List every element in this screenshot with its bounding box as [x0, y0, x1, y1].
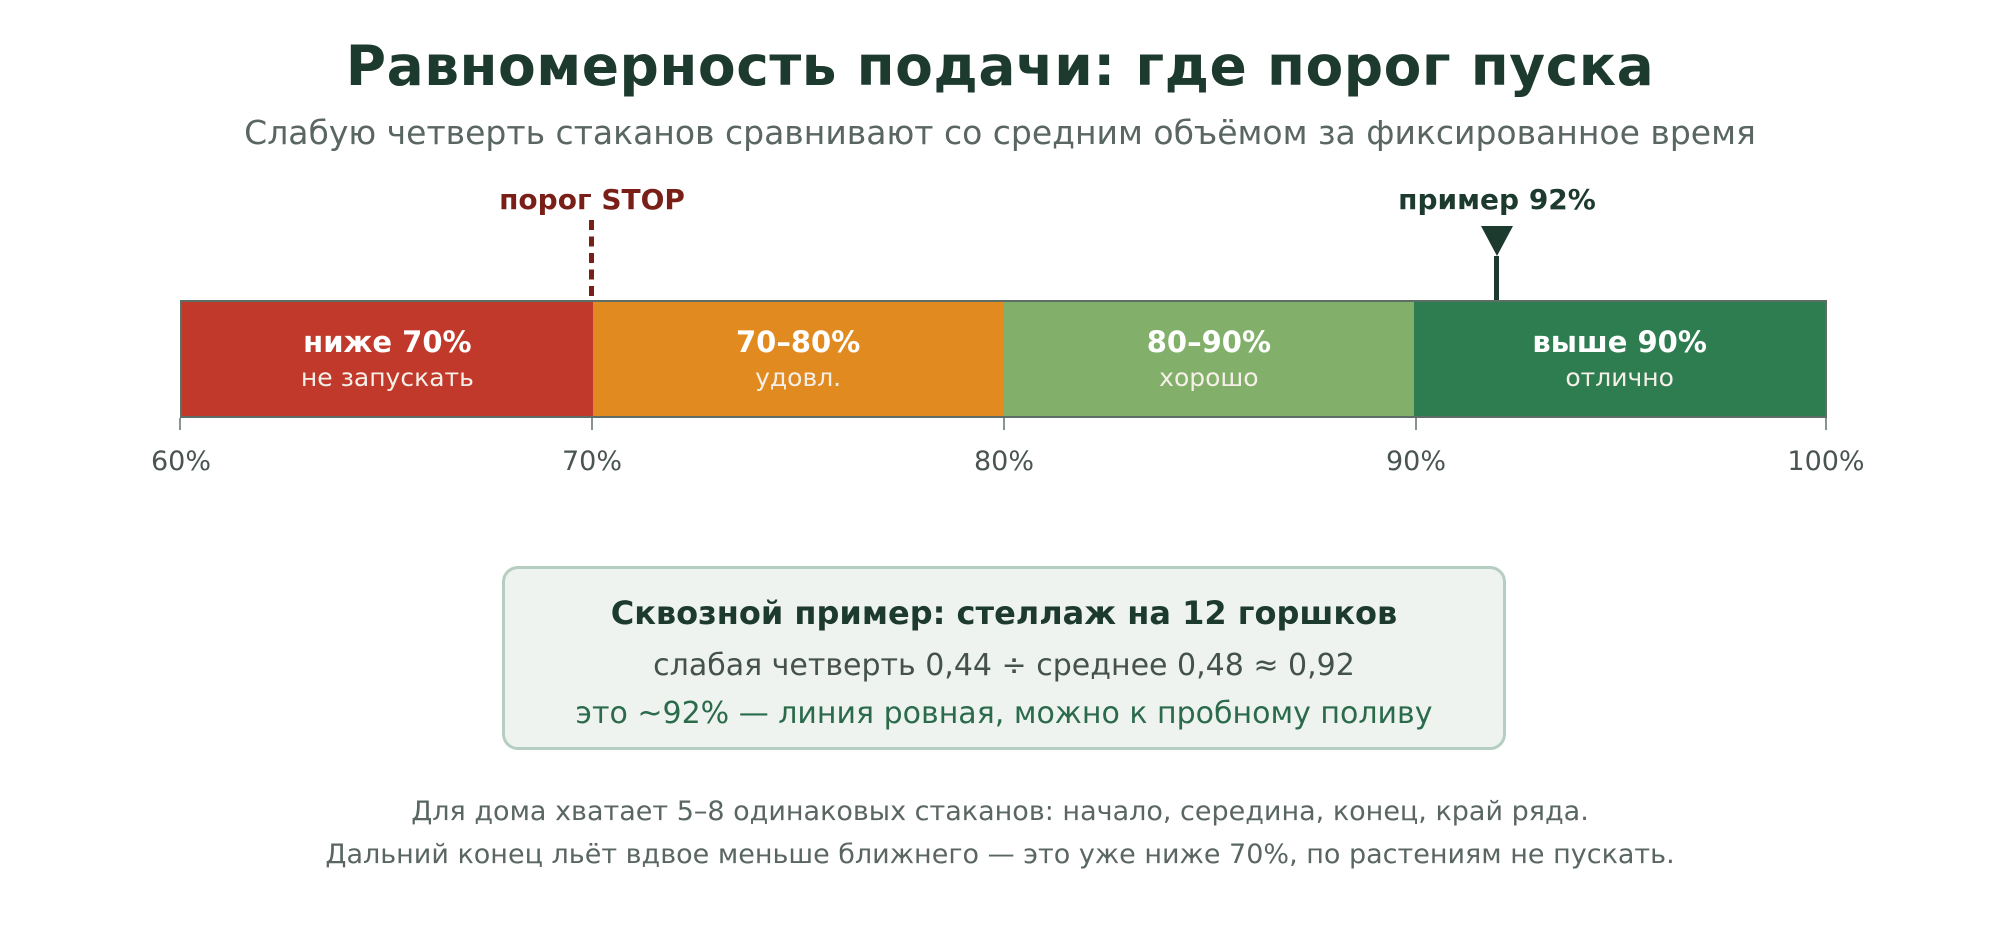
footnote-line: Для дома хватает 5–8 одинаковых стаканов… — [411, 796, 1589, 827]
tick-label-70: 70% — [561, 446, 623, 477]
segment-below-70: ниже 70% не запускать — [182, 302, 593, 416]
tick-mark — [179, 418, 181, 430]
segment-above-90: выше 90% отлично — [1414, 302, 1825, 416]
example-marker-label: пример 92% — [1398, 183, 1596, 216]
tick-mark — [1825, 418, 1827, 430]
uniformity-scale-bar: ниже 70% не запускать 70–80% удовл. 80–9… — [180, 300, 1827, 418]
segment-subtitle: хорошо — [1159, 363, 1259, 392]
stop-threshold-line — [589, 220, 594, 296]
tick-label-60: 60% — [150, 446, 212, 477]
footnote-line: Дальний конец льёт вдвое меньше ближнего… — [325, 839, 1675, 870]
segment-title: 70–80% — [735, 325, 861, 359]
tick-label-90: 90% — [1385, 446, 1447, 477]
example-marker-stem — [1494, 256, 1499, 300]
segment-70-80: 70–80% удовл. — [592, 302, 1004, 416]
segment-title: 80–90% — [1146, 325, 1272, 359]
stop-threshold-label: порог STOP — [499, 183, 685, 216]
page-subtitle: Слабую четверть стаканов сравнивают со с… — [244, 113, 1756, 152]
example-box-conclusion: это ~92% — линия ровная, можно к пробном… — [575, 696, 1433, 731]
worked-example-box: Сквозной пример: стеллаж на 12 горшков с… — [502, 566, 1506, 750]
tick-mark — [1415, 418, 1417, 430]
example-box-title: Сквозной пример: стеллаж на 12 горшков — [610, 594, 1398, 632]
segment-subtitle: не запускать — [300, 363, 474, 392]
tick-label-80: 80% — [973, 446, 1035, 477]
page-title: Равномерность подачи: где порог пуска — [345, 34, 1655, 98]
tick-mark — [591, 418, 593, 430]
segment-subtitle: удовл. — [755, 363, 842, 392]
example-pointer-icon — [1481, 226, 1513, 256]
segment-title: выше 90% — [1532, 325, 1707, 359]
segment-80-90: 80–90% хорошо — [1003, 302, 1415, 416]
segment-title: ниже 70% — [303, 325, 472, 359]
tick-mark — [1003, 418, 1005, 430]
segment-subtitle: отлично — [1565, 363, 1674, 392]
example-box-formula: слабая четверть 0,44 ÷ среднее 0,48 ≈ 0,… — [653, 648, 1355, 683]
tick-label-100: 100% — [1787, 446, 1865, 477]
